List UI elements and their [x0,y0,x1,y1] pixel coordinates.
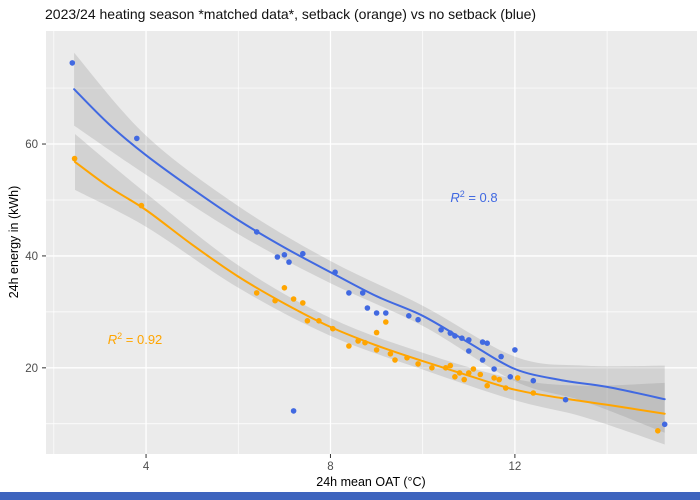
data-point-orange [253,290,260,296]
data-point-orange [496,376,503,383]
confidence-ribbon-orange [75,134,665,445]
x-axis-title: 24h mean OAT (°C) [316,475,426,489]
data-point-blue [281,252,288,258]
data-point-orange [429,365,435,371]
data-point-orange [415,361,421,367]
data-point-orange [447,362,454,369]
data-point-orange [514,375,521,381]
y-axis-title: 24h energy in (kWh) [7,185,21,299]
data-point-orange [316,318,322,324]
data-point-orange [330,325,336,332]
data-point-orange [456,370,463,376]
data-point-blue [661,421,668,428]
data-point-blue [479,339,486,345]
data-point-orange [373,329,380,336]
data-point-blue [286,259,292,265]
data-point-blue [69,60,76,66]
data-point-orange [461,376,468,383]
data-point-orange [491,375,497,381]
data-point-orange [300,300,306,306]
data-point-blue [274,254,281,260]
data-point-blue [459,335,465,342]
y-tick-label: 20 [25,363,38,375]
data-point-blue [346,290,352,296]
data-point-orange [477,371,484,378]
data-point-blue [438,327,444,333]
data-point-blue [383,310,389,316]
y-tick-label: 60 [25,139,38,151]
data-point-blue [447,330,454,336]
data-point-blue [373,310,380,316]
data-point-orange [71,155,78,162]
data-point-orange [138,202,145,209]
data-point-blue [498,353,504,360]
confidence-ribbon-blue [74,52,665,433]
smooth-line-blue [73,88,666,401]
annotation-r2-blue: R2 = 0.8 [450,189,497,205]
data-point-blue [466,337,472,343]
data-point-blue [491,366,497,372]
data-point-blue [359,290,366,296]
data-point-blue [484,340,491,347]
data-point-orange [404,355,410,361]
data-point-orange [387,351,394,357]
data-point-blue [364,305,371,311]
data-point-blue [512,347,518,353]
x-tick-label: 12 [508,461,521,473]
data-point-blue [479,357,486,363]
annotation-r2-orange: R2 = 0.92 [108,331,163,347]
data-point-orange [484,382,491,389]
data-point-orange [466,370,472,376]
x-tick-label: 8 [327,461,333,473]
data-point-orange [470,366,477,372]
data-point-blue [406,313,412,319]
data-point-orange [442,365,449,371]
data-point-orange [655,428,661,434]
data-point-orange [272,297,278,304]
data-point-orange [346,343,352,349]
data-point-orange [502,385,509,391]
data-point-blue [300,250,306,257]
data-point-blue [507,374,514,380]
x-tick-label: 4 [143,461,150,473]
data-point-blue [452,333,458,339]
data-point-orange [373,347,380,353]
data-point-orange [290,296,297,302]
data-point-blue [530,377,537,384]
smooth-line-orange [74,160,666,415]
bottom-window-strip [0,492,700,500]
data-point-blue [253,229,260,235]
data-point-orange [355,338,361,344]
data-point-orange [530,390,537,396]
data-point-orange [281,285,288,291]
data-point-blue [332,269,338,276]
data-point-orange [392,357,398,363]
data-point-orange [362,339,368,346]
plot-title: 2023/24 heating season *matched data*, s… [45,6,537,22]
data-point-blue [134,135,140,142]
data-point-blue [466,348,472,354]
y-tick-label: 40 [25,251,38,263]
data-point-blue [415,316,421,323]
data-point-orange [383,319,389,325]
data-point-blue [562,396,569,403]
data-point-orange [304,318,311,324]
data-point-blue [290,408,297,414]
data-point-orange [452,374,458,380]
